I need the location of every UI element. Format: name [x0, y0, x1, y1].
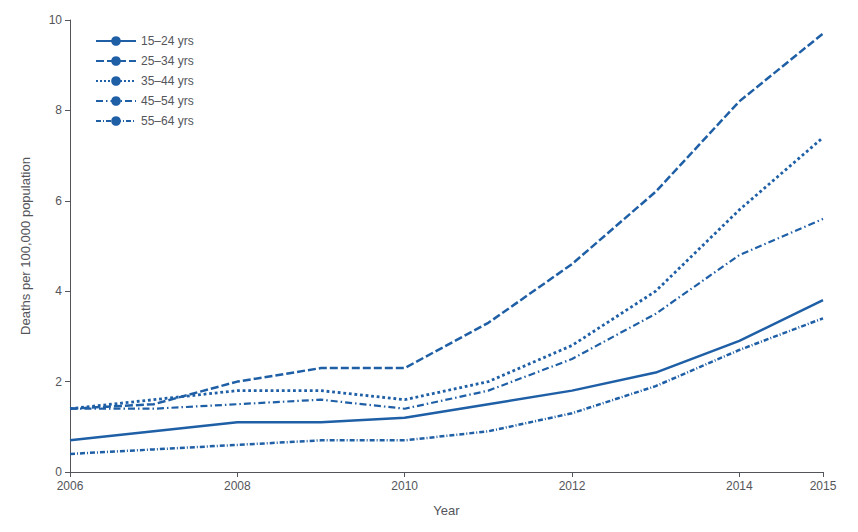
svg-text:10: 10 [49, 13, 63, 27]
svg-text:2010: 2010 [391, 479, 418, 493]
svg-text:2012: 2012 [559, 479, 586, 493]
svg-text:0: 0 [55, 465, 62, 479]
svg-text:25–34 yrs: 25–34 yrs [141, 54, 194, 68]
svg-text:4: 4 [55, 284, 62, 298]
svg-text:2014: 2014 [726, 479, 753, 493]
svg-text:2015: 2015 [810, 479, 837, 493]
svg-text:6: 6 [55, 194, 62, 208]
svg-text:15–24 yrs: 15–24 yrs [141, 34, 194, 48]
svg-text:2008: 2008 [224, 479, 251, 493]
svg-text:8: 8 [55, 103, 62, 117]
svg-text:2: 2 [55, 375, 62, 389]
svg-text:Deaths per 100,000 population: Deaths per 100,000 population [18, 157, 33, 335]
svg-text:35–44 yrs: 35–44 yrs [141, 74, 194, 88]
svg-text:55–64 yrs: 55–64 yrs [141, 114, 194, 128]
svg-text:2006: 2006 [57, 479, 84, 493]
svg-text:Year: Year [433, 503, 460, 518]
svg-text:45–54 yrs: 45–54 yrs [141, 94, 194, 108]
